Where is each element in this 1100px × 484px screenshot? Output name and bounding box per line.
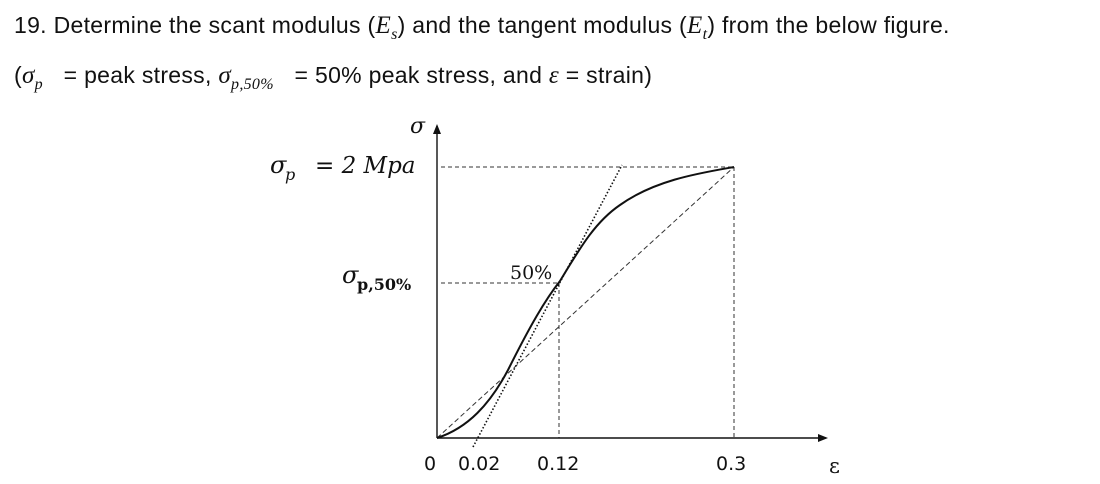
sigma-p-subscript: p bbox=[34, 76, 43, 93]
definition-peak-stress: peak stress, bbox=[84, 62, 212, 88]
equals-1: = bbox=[63, 62, 78, 88]
peak-stress-sigma: σ bbox=[270, 151, 287, 179]
secant-line bbox=[436, 166, 735, 439]
sigma-p50-symbol: σ bbox=[218, 62, 232, 89]
half-peak-sigma: σ bbox=[342, 261, 359, 289]
x-tick-label-0: 0 bbox=[424, 453, 436, 475]
question-text-mid: ) and the tangent modulus ( bbox=[397, 12, 687, 38]
definition-50-peak-stress: 50% peak stress, and bbox=[314, 62, 543, 88]
x-axis-label: ε bbox=[829, 454, 840, 478]
question-line-2: (σp = peak stress, σp,50% = 50% peak str… bbox=[14, 62, 653, 93]
es-subscript: s bbox=[391, 26, 398, 43]
question-text-end: ) from the below figure. bbox=[707, 12, 950, 38]
stress-strain-curve bbox=[436, 166, 735, 439]
x-tick-labels: 0 0.02 0.12 0.3 bbox=[424, 453, 746, 475]
x-tick-label-0.12: 0.12 bbox=[537, 453, 579, 475]
et-subscript: t bbox=[702, 26, 708, 43]
question-number: 19. bbox=[14, 12, 47, 38]
half-peak-subscript: p,50% bbox=[357, 275, 411, 294]
y-axis-label: σ bbox=[410, 114, 426, 139]
peak-stress-subscript: p bbox=[285, 165, 295, 184]
question-text-start: Determine the scant modulus ( bbox=[53, 12, 376, 38]
definition-strain: strain) bbox=[586, 62, 653, 88]
reference-lines bbox=[441, 166, 735, 438]
sigma-p-symbol: σ bbox=[21, 62, 35, 89]
x-tick-label-0.02: 0.02 bbox=[458, 453, 500, 475]
peak-stress-value: = 2 Mpa bbox=[315, 153, 416, 179]
epsilon-symbol: ε bbox=[548, 62, 560, 89]
equals-3: = bbox=[565, 62, 580, 88]
sigma-p50-subscript: p,50% bbox=[231, 76, 274, 93]
x-tick-label-0.3: 0.3 bbox=[716, 453, 746, 475]
equals-2: = bbox=[294, 62, 309, 88]
et-symbol: E bbox=[686, 12, 703, 39]
definition-open-paren: ( bbox=[14, 62, 22, 88]
es-symbol: E bbox=[375, 12, 392, 39]
question-line-1: 19. Determine the scant modulus (Es) and… bbox=[14, 12, 950, 43]
tangent-line bbox=[472, 164, 623, 448]
annotation-50-percent: 50% bbox=[510, 262, 552, 284]
